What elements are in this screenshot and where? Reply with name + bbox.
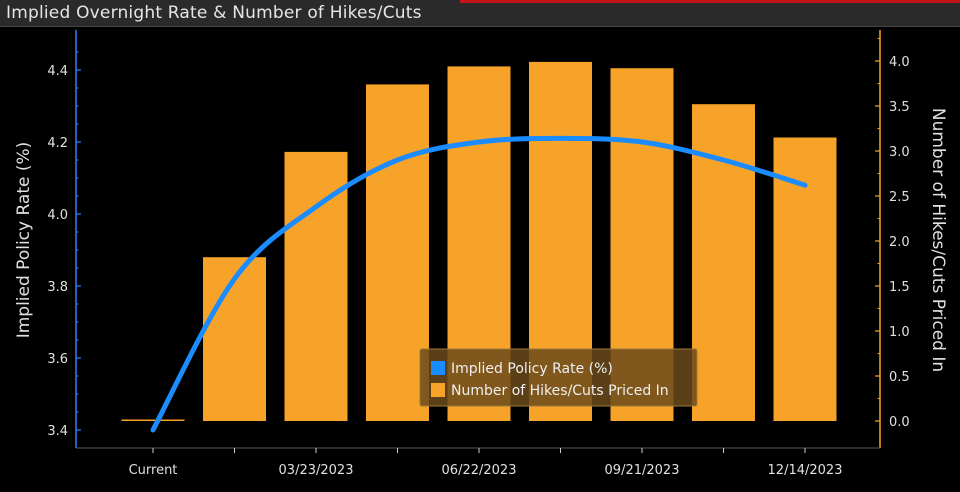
x-tick-label: 03/23/2023 bbox=[279, 463, 354, 478]
left-tick-label: 4.0 bbox=[47, 208, 68, 223]
bar bbox=[366, 84, 429, 422]
left-tick-label: 3.8 bbox=[47, 280, 68, 295]
bar bbox=[692, 104, 755, 421]
right-tick-label: 2.5 bbox=[889, 190, 910, 205]
legend-label: Implied Policy Rate (%) bbox=[451, 361, 613, 377]
right-tick-label: 3.5 bbox=[889, 100, 910, 115]
right-tick-label: 1.5 bbox=[889, 280, 910, 295]
right-tick-label: 3.0 bbox=[889, 145, 910, 160]
title-accent-line bbox=[460, 0, 960, 3]
x-tick-label: Current bbox=[129, 463, 178, 478]
right-tick-label: 0.0 bbox=[889, 415, 910, 430]
right-axis-label: Number of Hikes/Cuts Priced In bbox=[928, 108, 948, 372]
x-tick-label: 09/21/2023 bbox=[605, 463, 680, 478]
left-tick-label: 4.2 bbox=[47, 136, 68, 151]
x-tick-label: 06/22/2023 bbox=[442, 463, 517, 478]
legend-box bbox=[419, 348, 698, 407]
title-bar: Implied Overnight Rate & Number of Hikes… bbox=[0, 0, 960, 27]
right-tick-label: 2.0 bbox=[889, 235, 910, 250]
bar bbox=[203, 257, 266, 421]
bar bbox=[284, 151, 348, 421]
bar bbox=[121, 419, 185, 421]
legend-swatch-hikes bbox=[431, 383, 445, 397]
left-axis-label: Implied Policy Rate (%) bbox=[14, 142, 34, 339]
right-tick-label: 4.0 bbox=[889, 55, 910, 70]
x-tick-label: 12/14/2023 bbox=[768, 463, 843, 478]
left-tick-label: 4.4 bbox=[47, 64, 68, 79]
chart-title: Implied Overnight Rate & Number of Hikes… bbox=[6, 3, 422, 23]
legend-swatch-rate bbox=[431, 361, 445, 375]
legend-label: Number of Hikes/Cuts Priced In bbox=[451, 383, 669, 399]
left-tick-label: 3.6 bbox=[47, 352, 68, 367]
right-tick-label: 0.5 bbox=[889, 370, 910, 385]
left-tick-label: 3.4 bbox=[47, 424, 68, 439]
policy-rate-line bbox=[150, 135, 808, 433]
right-tick-label: 1.0 bbox=[889, 325, 910, 340]
